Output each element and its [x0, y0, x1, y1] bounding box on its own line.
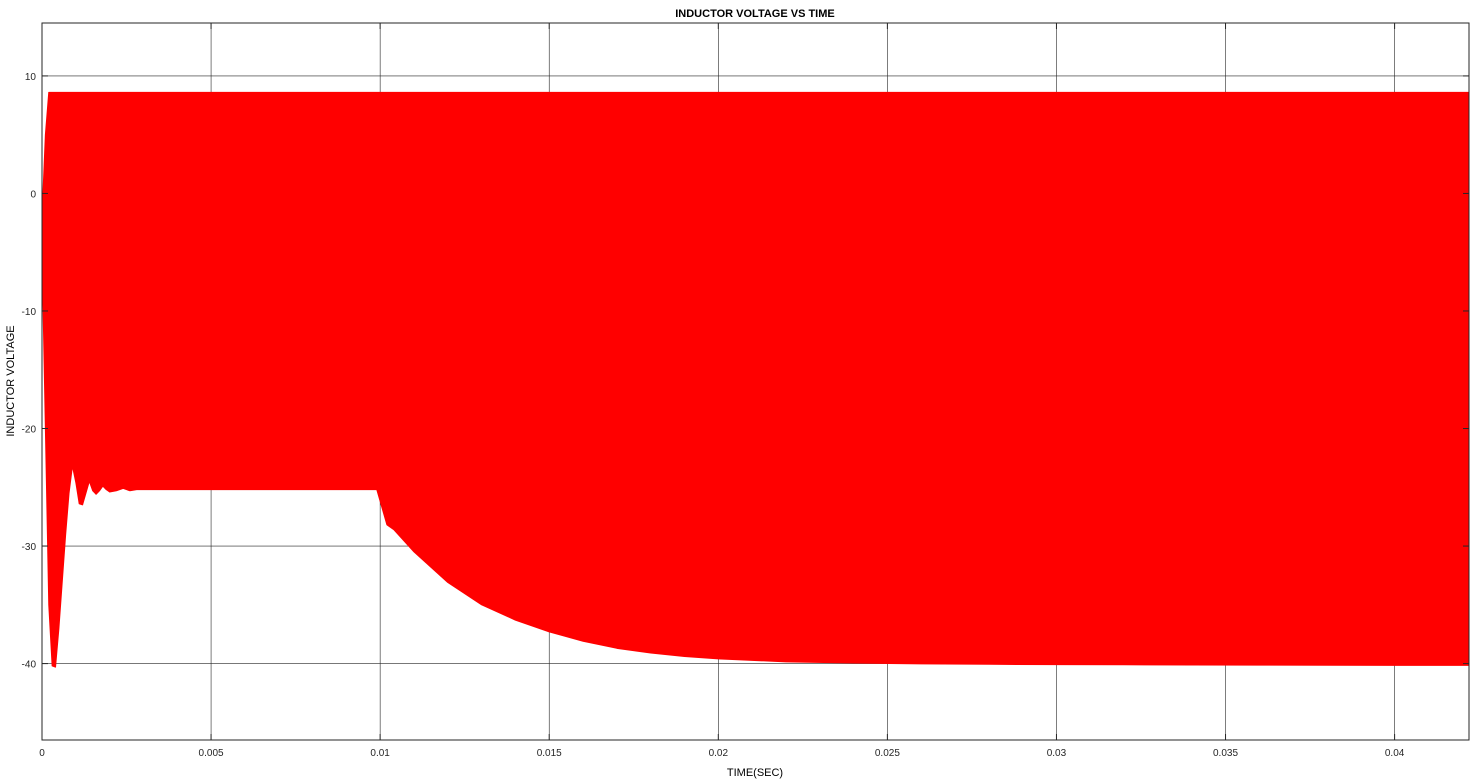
series-waveform-band	[41, 91, 1470, 668]
chart-title: INDUCTOR VOLTAGE VS TIME	[675, 8, 835, 20]
x-tick-label: 0.025	[875, 748, 900, 759]
x-tick-label: 0.005	[199, 748, 224, 759]
x-tick-label: 0.03	[1047, 748, 1067, 759]
x-axis-label: TIME(SEC)	[727, 767, 783, 779]
y-axis-label: INDUCTOR VOLTAGE	[5, 325, 17, 436]
x-tick-label: 0.02	[709, 748, 729, 759]
y-tick-label: -20	[22, 425, 37, 436]
x-tick-label: 0.035	[1213, 748, 1238, 759]
x-tick-label: 0	[39, 748, 45, 759]
y-tick-label: -40	[22, 660, 37, 671]
plot-area: 0 0.005 0.01 0.015 0.02 0.025 0.03 0.035 0.04 -40…	[22, 22, 1470, 759]
y-tick-label: -30	[22, 542, 37, 553]
y-tick-label: -10	[22, 307, 37, 318]
axes-frame	[41, 22, 1470, 741]
y-tick-label: 10	[25, 72, 37, 83]
x-tick-label: 0.04	[1385, 748, 1405, 759]
y-tick-label: 0	[30, 189, 36, 200]
x-tick-label: 0.01	[370, 748, 390, 759]
x-tick-label: 0.015	[537, 748, 562, 759]
